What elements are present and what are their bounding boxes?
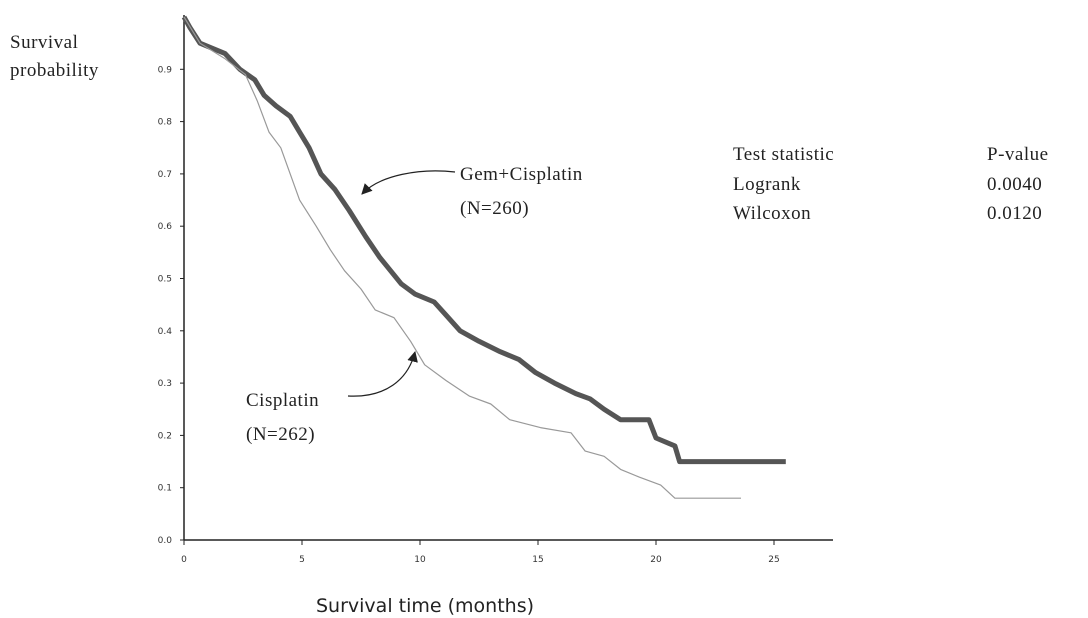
- y-tick-label: 0.6: [158, 222, 173, 232]
- x-tick-label: 25: [768, 555, 779, 565]
- y-tick-label: 0.9: [158, 65, 173, 75]
- stats-cell: Logrank: [733, 174, 801, 195]
- series-n: (N=260): [460, 198, 529, 219]
- stats-header: P-value: [987, 144, 1049, 165]
- x-axis-label: Survival time (months): [316, 595, 534, 617]
- y-tick-label: 0.7: [158, 170, 172, 180]
- y-tick-label: 0.0: [158, 536, 173, 546]
- stats-cell: 0.0040: [987, 174, 1042, 195]
- stats-cell: 0.0120: [987, 203, 1042, 224]
- stats-cell: Wilcoxon: [733, 203, 811, 224]
- series-label: Gem+Cisplatin: [460, 164, 583, 185]
- arrow: [361, 170, 456, 195]
- y-tick-label: 0.4: [158, 327, 173, 337]
- x-tick-label: 15: [532, 555, 543, 565]
- y-tick-label: 0.3: [158, 379, 172, 389]
- y-tick-label: 0.1: [158, 484, 172, 494]
- y-tick-label: 0.2: [158, 431, 172, 441]
- y-axis-label: Survival: [10, 32, 78, 53]
- series-label: Cisplatin: [246, 390, 319, 411]
- y-tick-label: 0.5: [158, 275, 172, 285]
- x-tick-label: 20: [650, 555, 662, 565]
- y-axis-label: probability: [10, 60, 99, 81]
- stats-header: Test statistic: [733, 144, 834, 165]
- x-tick-label: 0: [181, 555, 187, 565]
- y-tick-label: 0.8: [158, 118, 173, 128]
- x-tick-label: 5: [299, 555, 305, 565]
- series-n: (N=262): [246, 424, 315, 445]
- x-tick-label: 10: [414, 555, 426, 565]
- arrow: [347, 350, 418, 397]
- survival-curve: [183, 16, 741, 499]
- survival-curve: [181, 15, 786, 465]
